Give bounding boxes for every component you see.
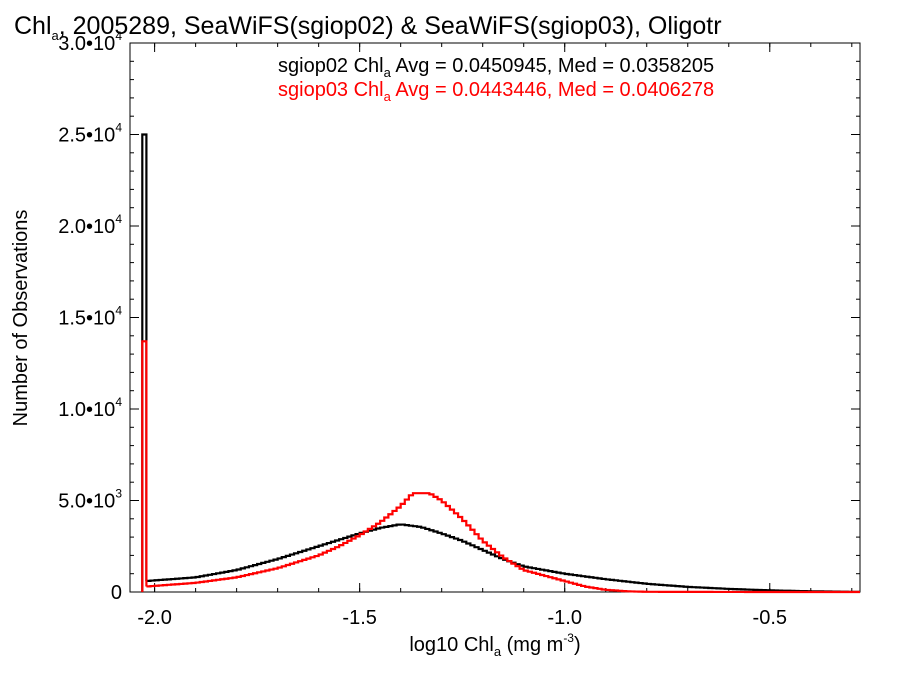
series-layer [141, 133, 860, 594]
y-tick-label-exponent: 3 [115, 487, 122, 501]
chart-title: Chla, 2005289, SeaWiFS(sgiop02) & SeaWiF… [14, 12, 722, 43]
x-axis-label-sup: -3 [563, 631, 574, 645]
legend-entry-sgiop03-post: Avg = 0.0443446, Med = 0.0406278 [391, 79, 714, 101]
chart-title-post: , 2005289, SeaWiFS(sgiop02) & SeaWiFS(sg… [59, 12, 722, 40]
y-tick-label-mantissa: 1.0•10 [58, 399, 115, 421]
chart-title-sub: a [52, 28, 60, 43]
legend-entry-sgiop03-sub: a [384, 89, 392, 104]
legend-entry-sgiop03-pre: sgiop03 Chl [278, 79, 384, 101]
tick-marks [130, 42, 860, 593]
legend-entry-sgiop02-sub: a [384, 65, 392, 80]
legend-entry-sgiop02-post: Avg = 0.0450945, Med = 0.0358205 [391, 55, 714, 77]
y-tick-label-exponent: 4 [115, 212, 122, 226]
y-tick-label: 0 [111, 582, 122, 604]
plot-frame [129, 42, 861, 593]
x-axis-label-pre: log10 Chl [409, 634, 494, 656]
y-tick-label-exponent: 4 [115, 304, 122, 318]
x-axis-label: log10 Chla (mg m-3) [409, 631, 580, 659]
series-line-sgiop02 [141, 133, 860, 593]
y-axis-label: Number of Observations [10, 210, 32, 427]
y-tick-label-exponent: 4 [115, 395, 122, 409]
y-tick-label-mantissa: 2.5•10 [58, 125, 115, 147]
y-tick-label: 1.5•104 [58, 304, 122, 330]
y-tick-label-mantissa: 0 [111, 582, 122, 604]
x-axis-label-sub: a [494, 644, 502, 659]
series-line-sgiop03 [141, 340, 860, 594]
y-tick-labels: 05.0•1031.0•1041.5•1042.0•1042.5•1043.0•… [58, 29, 122, 604]
x-tick-label: -1.5 [342, 607, 376, 629]
y-tick-label-mantissa: 2.0•10 [58, 216, 115, 238]
y-tick-label: 5.0•103 [58, 487, 122, 513]
y-tick-label: 2.5•104 [58, 121, 122, 147]
y-tick-label: 2.0•104 [58, 212, 122, 238]
y-tick-label-mantissa: 3.0•10 [58, 33, 115, 55]
legend-entry-sgiop02: sgiop02 Chla Avg = 0.0450945, Med = 0.03… [278, 55, 714, 80]
x-tick-labels: -2.0 -1.5 -1.0 -0.5 [137, 607, 787, 629]
chart-title-pre: Chl [14, 12, 52, 40]
x-tick-label: -1.0 [547, 607, 581, 629]
y-tick-label-exponent: 4 [115, 29, 122, 43]
x-axis-label-end: ) [574, 634, 581, 656]
legend-entry-sgiop03: sgiop03 Chla Avg = 0.0443446, Med = 0.04… [278, 79, 714, 104]
y-tick-label: 3.0•104 [58, 29, 122, 55]
y-tick-label-mantissa: 1.5•10 [58, 308, 115, 330]
y-tick-label: 1.0•104 [58, 395, 122, 421]
x-axis-label-post: (mg m [501, 634, 563, 656]
y-tick-label-exponent: 4 [115, 121, 122, 135]
legend-entry-sgiop02-pre: sgiop02 Chl [278, 55, 384, 77]
x-tick-label: -0.5 [753, 607, 787, 629]
x-tick-label: -2.0 [137, 607, 171, 629]
y-tick-label-mantissa: 5.0•10 [58, 491, 115, 513]
